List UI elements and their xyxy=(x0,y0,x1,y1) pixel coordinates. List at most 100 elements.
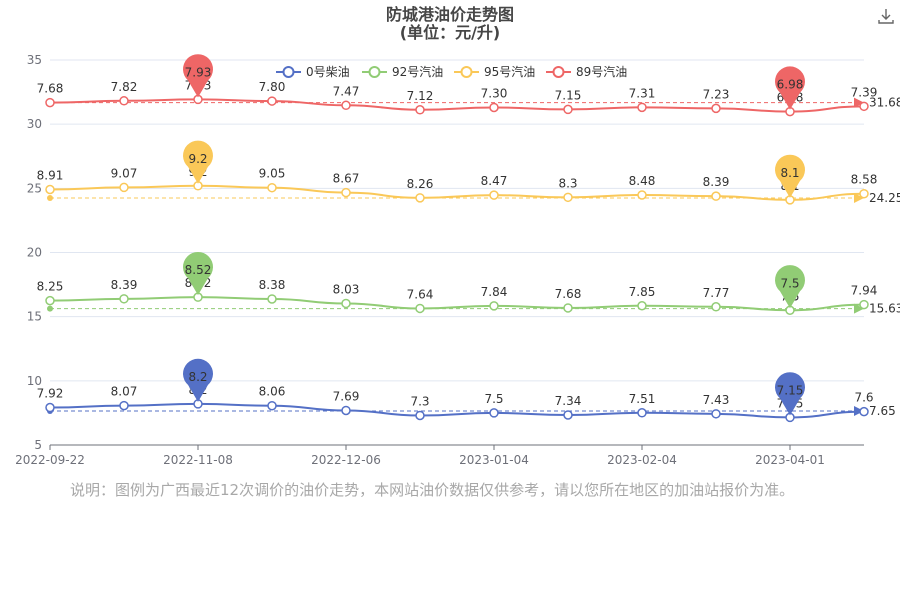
data-point xyxy=(46,185,54,193)
min-pin-label: 7.15 xyxy=(777,383,804,397)
x-tick-label: 2023-01-04 xyxy=(459,453,529,467)
data-label: 7.47 xyxy=(333,84,360,98)
data-label: 7.68 xyxy=(37,82,64,96)
max-pin-label: 8.2 xyxy=(188,370,207,384)
legend-label: 89号汽油 xyxy=(576,64,627,79)
legend-label: 95号汽油 xyxy=(484,64,535,79)
data-point xyxy=(490,409,498,417)
data-point xyxy=(564,105,572,113)
average-lines: 7.6515.6324.2531.68 xyxy=(47,96,900,418)
data-point xyxy=(342,101,350,109)
legend-item[interactable]: 92号汽油 xyxy=(362,64,443,79)
legend-label: 92号汽油 xyxy=(392,64,443,79)
legend-symbol xyxy=(554,67,564,77)
max-pin-label: 9.2 xyxy=(188,152,207,166)
data-point xyxy=(564,193,572,201)
data-label: 9.05 xyxy=(259,167,286,181)
data-point xyxy=(268,295,276,303)
data-point xyxy=(490,103,498,111)
data-point xyxy=(120,97,128,105)
data-label: 8.58 xyxy=(851,173,878,187)
data-label: 7.43 xyxy=(703,393,730,407)
y-tick-label: 5 xyxy=(34,438,42,452)
legend-symbol xyxy=(462,67,472,77)
data-label: 8.25 xyxy=(37,280,64,294)
data-point xyxy=(120,402,128,410)
y-tick-label: 15 xyxy=(27,310,42,324)
legend-item[interactable]: 0号柴油 xyxy=(276,65,350,79)
data-label: 8.38 xyxy=(259,278,286,292)
y-tick-label: 30 xyxy=(27,117,42,131)
max-pin-label: 7.93 xyxy=(185,65,212,79)
data-label: 8.39 xyxy=(703,175,730,189)
data-label: 8.47 xyxy=(481,174,508,188)
data-point xyxy=(860,190,868,198)
legend[interactable]: 0号柴油 92号汽油 95号汽油 89号汽油 xyxy=(276,64,627,79)
legend-label: 0号柴油 xyxy=(306,65,350,79)
legend-symbol xyxy=(284,67,294,77)
data-point xyxy=(860,301,868,309)
data-point xyxy=(46,297,54,305)
legend-symbol xyxy=(370,67,380,77)
download-icon[interactable] xyxy=(877,7,895,25)
grid-lines xyxy=(50,60,864,445)
data-label: 7.30 xyxy=(481,86,508,100)
y-tick-label: 35 xyxy=(27,53,42,67)
data-point xyxy=(416,304,424,312)
legend-item[interactable]: 95号汽油 xyxy=(454,64,535,79)
data-point xyxy=(860,408,868,416)
data-label: 7.85 xyxy=(629,285,656,299)
y-tick-label: 25 xyxy=(27,181,42,195)
series-line xyxy=(50,99,864,111)
average-line-start xyxy=(47,306,53,312)
x-tick-label: 2022-11-08 xyxy=(163,453,233,467)
data-point xyxy=(712,303,720,311)
data-label: 8.06 xyxy=(259,385,286,399)
data-point xyxy=(638,191,646,199)
average-value-label: 24.25 xyxy=(869,191,900,205)
data-label: 7.12 xyxy=(407,89,434,103)
data-label: 9.07 xyxy=(111,166,138,180)
data-point xyxy=(120,295,128,303)
data-point xyxy=(490,191,498,199)
data-label: 7.51 xyxy=(629,392,656,406)
data-point xyxy=(860,102,868,110)
data-point xyxy=(564,304,572,312)
data-point xyxy=(268,402,276,410)
min-pin-label: 6.98 xyxy=(777,78,804,92)
chart-title: 防城港油价走势图 xyxy=(386,5,514,24)
data-label: 8.07 xyxy=(111,385,138,399)
data-label: 7.34 xyxy=(555,394,582,408)
min-pin-label: 8.1 xyxy=(780,166,799,180)
data-label: 7.94 xyxy=(851,284,878,298)
data-label: 8.91 xyxy=(37,168,64,182)
chart-subtitle: (单位：元/升) xyxy=(400,23,500,42)
x-tick-label: 2023-04-01 xyxy=(755,453,825,467)
data-label: 8.67 xyxy=(333,172,360,186)
data-label: 7.69 xyxy=(333,389,360,403)
data-label: 7.84 xyxy=(481,285,508,299)
data-point xyxy=(46,404,54,412)
data-label: 8.03 xyxy=(333,282,360,296)
data-point xyxy=(342,406,350,414)
data-label: 7.3 xyxy=(410,394,429,408)
x-axis: 2022-09-22 2022-11-08 2022-12-06 2023-01-04… xyxy=(15,445,864,467)
data-label: 7.92 xyxy=(37,387,64,401)
data-label: 7.15 xyxy=(555,88,582,102)
data-point xyxy=(564,411,572,419)
average-line-start xyxy=(47,195,53,201)
data-label: 7.80 xyxy=(259,80,286,94)
data-label: 7.31 xyxy=(629,86,656,100)
max-pin-label: 8.52 xyxy=(185,263,212,277)
data-label: 7.5 xyxy=(484,392,503,406)
data-point xyxy=(120,183,128,191)
data-point xyxy=(268,97,276,105)
data-point xyxy=(712,104,720,112)
data-point xyxy=(712,410,720,418)
legend-item[interactable]: 89号汽油 xyxy=(546,64,627,79)
data-point xyxy=(342,299,350,307)
data-label: 8.39 xyxy=(111,278,138,292)
footnote: 说明：图例为广西最近12次调价的油价走势，本网站油价数据仅供参考，请以您所在地区… xyxy=(70,481,830,499)
average-value-label: 15.63 xyxy=(869,302,900,316)
